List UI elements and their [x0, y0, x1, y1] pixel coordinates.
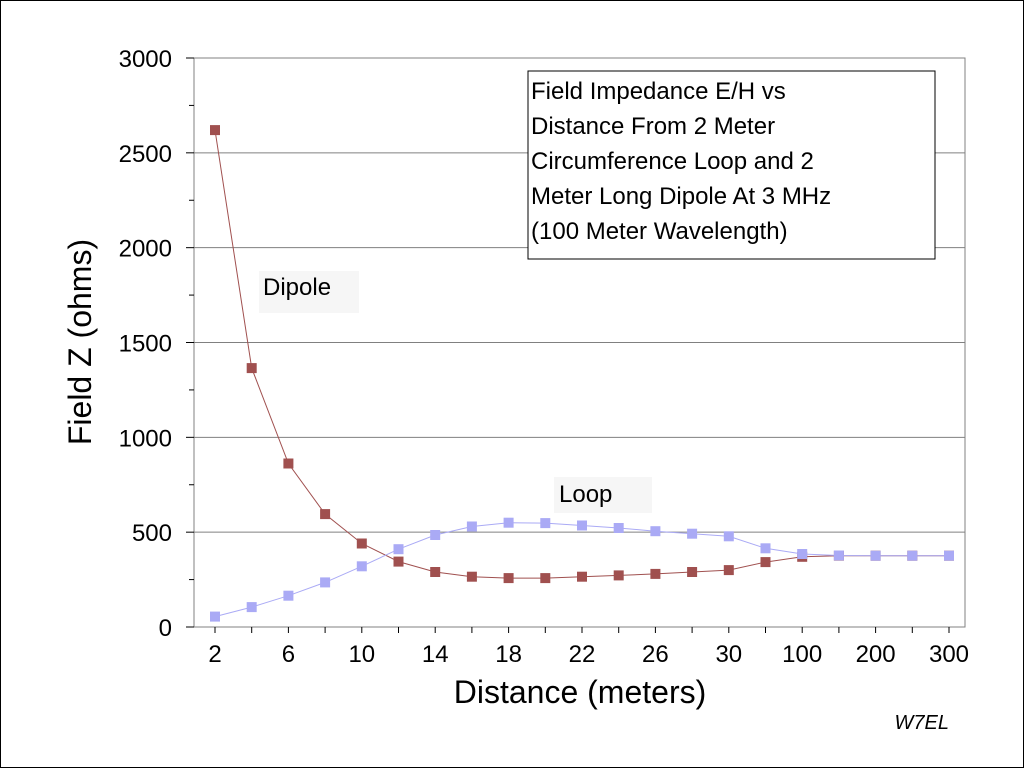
x-tick-label: 300: [929, 641, 969, 668]
dipole-point: [540, 573, 551, 584]
loop-point: [320, 577, 331, 588]
y-tick-label: 2500: [119, 141, 172, 168]
dipole-point: [356, 538, 367, 549]
dipole-point: [577, 571, 587, 582]
loop-point: [833, 550, 844, 561]
dipole-point: [687, 567, 698, 577]
y-axis-label: Field Z (ohms): [62, 239, 98, 445]
loop-label-bg: [554, 477, 652, 513]
y-axis-ticks: 0 500 1000 1500 2000 2500 3000: [119, 46, 194, 642]
loop-point: [650, 526, 661, 537]
loop-point: [760, 543, 771, 554]
loop-point: [944, 550, 954, 561]
loop-point: [870, 550, 881, 561]
y-tick-label: 500: [132, 520, 172, 547]
chart-title-line-3: Circumference Loop and 2: [531, 148, 814, 175]
dipole-point: [466, 571, 477, 582]
chart-title-line-5: (100 Meter Wavelength): [531, 218, 788, 245]
x-axis-ticks: 2 6 10 14 18 22 26 30 100 200 300: [208, 627, 969, 668]
loop-point: [393, 544, 404, 555]
loop-point: [246, 602, 257, 613]
x-tick-label: 10: [348, 641, 375, 668]
dipole-point: [613, 570, 624, 581]
loop-point: [577, 520, 587, 531]
loop-point: [540, 518, 551, 529]
x-tick-label: 30: [715, 641, 742, 668]
title-box: [527, 70, 936, 260]
dipole-point: [650, 568, 661, 579]
chart-title-line-1: Field Impedance E/H vs: [531, 78, 786, 105]
dipole-point: [430, 567, 441, 577]
dipole-point: [393, 556, 404, 567]
loop-point: [613, 523, 624, 533]
x-axis-label: Distance (meters): [454, 674, 707, 710]
x-tick-label: 2: [208, 641, 221, 668]
dipole-point: [283, 458, 294, 469]
loop-point: [430, 530, 441, 540]
loop-point: [283, 590, 294, 601]
loop-annotation: Loop: [559, 481, 612, 508]
chart-title-line-4: Meter Long Dipole At 3 MHz: [531, 183, 831, 210]
loop-series: [210, 517, 954, 622]
x-tick-label: 18: [495, 641, 522, 668]
series-layer: [210, 125, 954, 622]
loop-point: [503, 517, 514, 528]
loop-point: [723, 531, 734, 542]
loop-point: [356, 561, 367, 572]
dipole-label-bg: [259, 271, 359, 313]
loop-point: [466, 521, 477, 532]
x-tick-label: 22: [569, 641, 596, 668]
chart-title-line-2: Distance From 2 Meter: [531, 113, 775, 140]
y-tick-label: 3000: [119, 46, 172, 73]
x-tick-label: 26: [642, 641, 669, 668]
dipole-point: [723, 565, 734, 576]
x-tick-label: 100: [782, 641, 822, 668]
dipole-point: [503, 573, 514, 584]
y-tick-label: 2000: [119, 236, 172, 263]
credit-label: W7EL: [895, 712, 949, 734]
loop-point: [907, 550, 918, 561]
dipole-point: [320, 509, 331, 520]
y-tick-label: 1000: [119, 425, 172, 452]
dipole-annotation: Dipole: [263, 274, 331, 301]
loop-point: [210, 611, 220, 622]
loop-point: [687, 528, 698, 539]
dipole-point: [760, 557, 771, 568]
dipole-point: [210, 125, 220, 136]
x-tick-label: 200: [856, 641, 896, 668]
dipole-point: [246, 363, 257, 374]
x-tick-label: 6: [282, 641, 295, 668]
y-tick-label: 0: [159, 615, 172, 642]
loop-point: [797, 549, 808, 559]
x-tick-label: 14: [422, 641, 449, 668]
y-tick-label: 1500: [119, 331, 172, 358]
